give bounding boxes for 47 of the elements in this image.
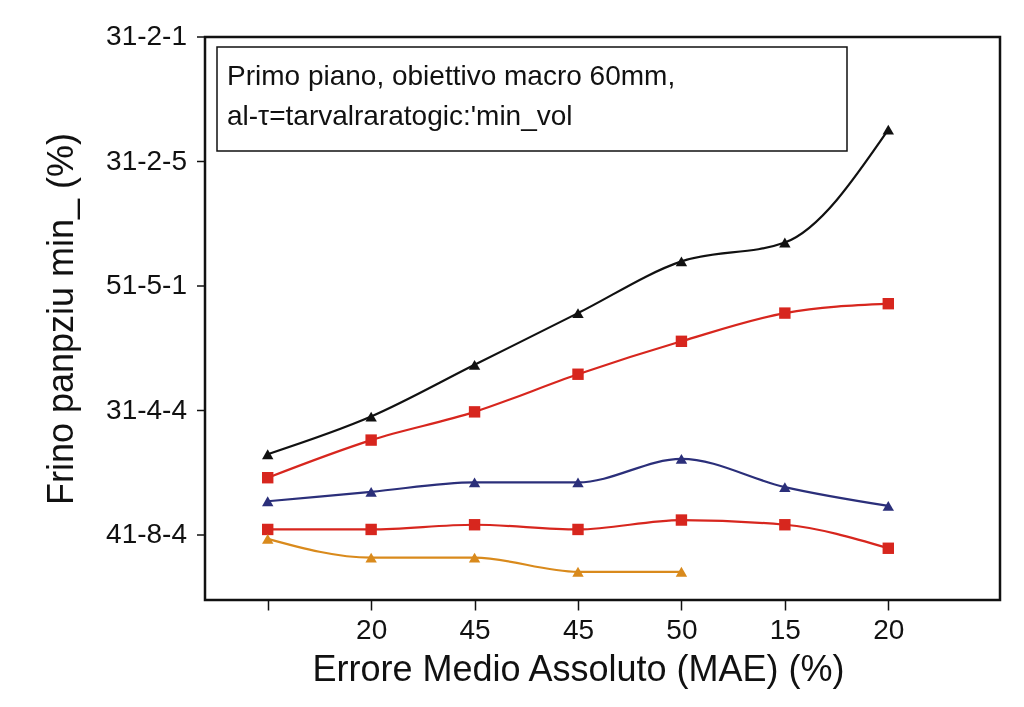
point — [468, 477, 481, 488]
point — [365, 486, 377, 497]
x-tick-label: 20 — [873, 613, 905, 645]
point — [675, 256, 688, 267]
point — [365, 523, 377, 536]
x-axis-title: Errore Medio Assoluto (MAE) (%) — [312, 647, 845, 689]
point — [675, 453, 688, 464]
text: 31-2-5 — [106, 144, 187, 176]
x-tick-label: 20 — [356, 613, 388, 645]
point — [262, 523, 274, 536]
point — [882, 542, 894, 554]
x-tick-label: 15 — [769, 613, 801, 645]
x-tick-label: 45 — [562, 613, 595, 645]
point — [675, 335, 688, 348]
point — [572, 566, 584, 577]
point — [365, 552, 377, 563]
point — [882, 297, 894, 310]
point — [572, 308, 584, 319]
point — [262, 496, 274, 507]
point — [779, 482, 791, 493]
point — [262, 533, 274, 544]
x-tick-label: 45 — [459, 613, 491, 645]
annotation: Primo piano, obiettivo macro 60mm, al-τ=tarvalraratogic:'min_vol — [227, 60, 676, 131]
point — [262, 472, 274, 484]
point — [675, 566, 688, 577]
point — [779, 307, 791, 319]
text: 31-4-4 — [106, 393, 187, 425]
point — [882, 500, 894, 511]
y-axis-title: Frino panpziu min_ (%) — [39, 132, 81, 506]
point — [882, 124, 894, 135]
point — [779, 237, 791, 248]
point — [468, 406, 481, 418]
text: 31-2-1 — [106, 20, 187, 51]
text: 41-8-4 — [106, 518, 187, 549]
text: 51-5-1 — [106, 269, 187, 300]
point — [468, 519, 481, 531]
point — [262, 449, 274, 460]
point — [572, 523, 584, 536]
point — [365, 411, 377, 422]
point — [572, 368, 584, 380]
point — [365, 434, 377, 446]
point — [572, 477, 584, 488]
point — [779, 519, 791, 531]
point — [675, 514, 688, 526]
point — [468, 359, 481, 370]
point — [468, 552, 481, 563]
x-tick-label: 50 — [666, 613, 698, 645]
